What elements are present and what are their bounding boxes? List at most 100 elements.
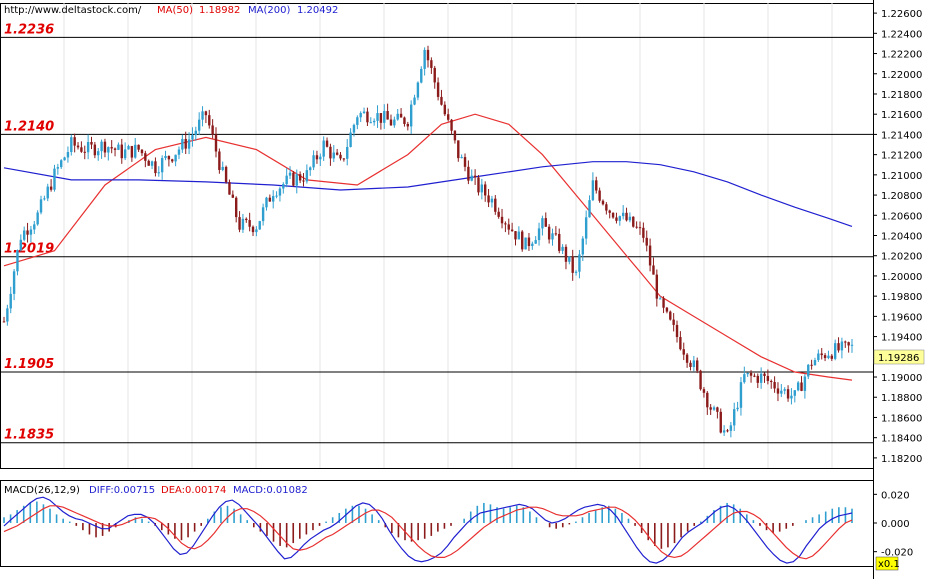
candle-body: [645, 237, 648, 246]
candle-body: [497, 211, 500, 217]
candle-body: [635, 226, 638, 228]
candle-body: [43, 198, 46, 200]
candle-body: [261, 207, 265, 222]
candle-body: [86, 142, 90, 153]
candle-body: [776, 388, 780, 394]
candle-body: [551, 233, 554, 240]
macd-tick-label: 0.000: [881, 519, 910, 530]
candle-body: [12, 271, 16, 294]
price-tick-label: 1.19800: [881, 292, 922, 303]
candle-body: [49, 186, 53, 190]
candle-body: [796, 382, 800, 391]
candle-body: [783, 389, 786, 391]
candle-body: [335, 152, 339, 155]
candle-body: [349, 132, 352, 147]
candle-body: [238, 217, 241, 230]
candle-body: [120, 144, 123, 159]
candle-body: [100, 141, 103, 152]
candle-body: [319, 156, 322, 160]
price-tick-label: 1.22400: [881, 29, 922, 40]
candle-body: [756, 375, 759, 383]
candle-body: [187, 139, 191, 149]
price-tick-label: 1.18600: [881, 413, 922, 424]
candle-body: [682, 349, 685, 355]
candle-body: [83, 151, 86, 153]
candle-body: [628, 216, 632, 221]
candle-body: [157, 172, 160, 174]
ma50-label: MA(50): [157, 5, 193, 16]
candle-body: [662, 298, 665, 308]
candle-body: [733, 409, 736, 426]
candle-body: [309, 167, 312, 171]
candle-body: [22, 230, 26, 240]
candle-body: [844, 341, 847, 343]
candle-body: [457, 140, 460, 159]
candle-body: [749, 372, 753, 376]
candle-body: [595, 180, 598, 191]
candle-body: [780, 390, 783, 394]
price-tick-label: 1.20000: [881, 272, 922, 283]
candle-body: [63, 157, 66, 161]
candle-body: [753, 375, 756, 377]
candle-body: [123, 149, 127, 159]
candle-body: [275, 195, 278, 197]
candle-body: [477, 177, 480, 193]
candle-body: [201, 111, 204, 120]
price-tick-label: 1.22200: [881, 50, 922, 61]
candle-body: [652, 265, 655, 275]
support-resistance-levels: 1.2236 1.2140 1.2019 1.1905 1.1835: [0, 22, 873, 444]
candle-body: [339, 154, 342, 159]
candle-body: [810, 364, 813, 366]
candle-body: [305, 170, 309, 182]
candle-body: [234, 197, 238, 218]
candle-body: [268, 197, 272, 202]
candle-body: [224, 166, 228, 183]
candle-body: [150, 161, 154, 166]
candle-body: [803, 376, 807, 391]
candle-body: [117, 144, 120, 150]
macd-tick-label: -0.020: [881, 548, 913, 559]
candle-body: [295, 174, 298, 186]
price-tick-label: 1.18800: [881, 393, 922, 404]
candle-body: [342, 158, 346, 160]
ma200-line: [3, 161, 853, 227]
candle-body: [446, 114, 450, 120]
candle-body: [648, 245, 652, 266]
candle-body: [527, 237, 531, 246]
candle-body: [325, 140, 329, 147]
candle-body: [406, 123, 410, 127]
candle-body: [426, 49, 430, 61]
candle-body: [399, 113, 403, 118]
candle-body: [833, 343, 837, 359]
zoom-label: x0.1: [878, 559, 900, 570]
candle-body: [90, 142, 93, 145]
candle-body: [658, 298, 662, 300]
candle-body: [813, 360, 817, 366]
candle-body: [144, 153, 147, 161]
candle-body: [823, 355, 827, 359]
macd-axis: 0.020 0.000 -0.020: [873, 490, 913, 559]
macd-tick-label: 0.020: [881, 490, 910, 501]
candle-body: [850, 344, 854, 346]
candle-body: [208, 115, 211, 126]
candle-body: [598, 190, 601, 201]
zoom-badge[interactable]: [875, 556, 899, 571]
candle-body: [692, 360, 696, 367]
candle-body: [302, 180, 305, 182]
candle-body: [231, 194, 235, 198]
level-label: 1.2019: [4, 242, 54, 257]
candle-body: [689, 362, 692, 367]
candle-body: [184, 138, 187, 149]
candle-body: [312, 155, 315, 168]
current-price: 1.19286: [878, 353, 919, 364]
candle-body: [73, 137, 76, 146]
candle-body: [113, 148, 117, 150]
candle-body: [800, 382, 803, 391]
candle-body: [258, 221, 261, 230]
candle-body: [847, 342, 850, 346]
candle-body: [369, 122, 372, 124]
candle-body: [66, 152, 70, 158]
candle-body: [739, 382, 743, 408]
candle-body: [568, 256, 571, 262]
candle-body: [191, 135, 194, 140]
